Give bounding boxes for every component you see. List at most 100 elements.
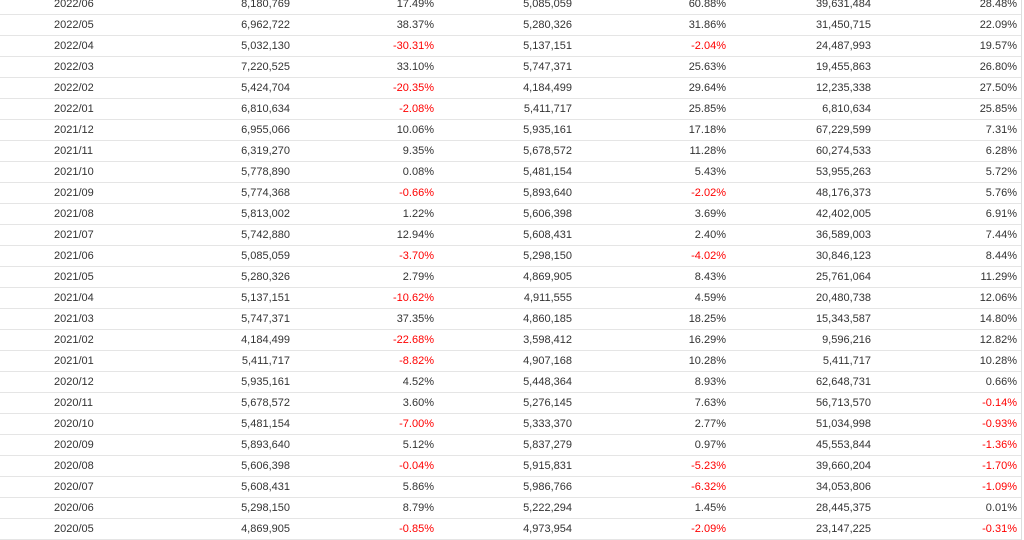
table-row: 2021/04 5,137,151 -10.62% 4,911,555 4.59… [0, 287, 1021, 309]
monthly-revenue-cell: 5,608,431 [138, 476, 295, 498]
monthly-revenue-cell: 5,411,717 [138, 350, 295, 372]
month-over-month-change-cell: 37.35% [295, 308, 441, 330]
month-over-month-change-cell: -30.31% [295, 35, 441, 57]
month-cell: 2021/12 [0, 119, 138, 141]
cumulative-change-cell: 0.01% [878, 497, 1021, 519]
cumulative-change-cell: 7.44% [878, 224, 1021, 246]
cumulative-revenue-cell: 36,589,003 [732, 224, 878, 246]
table-row: 2020/07 5,608,431 5.86% 5,986,766 -6.32%… [0, 476, 1021, 498]
month-over-month-change-cell: 8.79% [295, 497, 441, 519]
cumulative-revenue-cell: 53,955,263 [732, 161, 878, 183]
last-year-revenue-cell: 5,085,059 [441, 0, 586, 15]
year-over-year-change-cell: 31.86% [586, 14, 732, 36]
last-year-revenue-cell: 4,869,905 [441, 266, 586, 288]
cumulative-revenue-cell: 19,455,863 [732, 56, 878, 78]
month-over-month-change-cell: 0.08% [295, 161, 441, 183]
month-over-month-change-cell: 3.60% [295, 392, 441, 414]
cumulative-revenue-cell: 39,660,204 [732, 455, 878, 477]
month-over-month-change-cell: 2.79% [295, 266, 441, 288]
year-over-year-change-cell: 2.77% [586, 413, 732, 435]
monthly-revenue-cell: 5,778,890 [138, 161, 295, 183]
month-cell: 2021/06 [0, 245, 138, 267]
cumulative-change-cell: 0.66% [878, 371, 1021, 393]
table-row: 2020/12 5,935,161 4.52% 5,448,364 8.93% … [0, 371, 1021, 393]
month-cell: 2020/05 [0, 518, 138, 540]
cumulative-revenue-cell: 24,487,993 [732, 35, 878, 57]
month-over-month-change-cell: -0.85% [295, 518, 441, 540]
monthly-revenue-cell: 5,032,130 [138, 35, 295, 57]
table-row: 2022/04 5,032,130 -30.31% 5,137,151 -2.0… [0, 35, 1021, 57]
table-row: 2021/11 6,319,270 9.35% 5,678,572 11.28%… [0, 140, 1021, 162]
month-cell: 2021/11 [0, 140, 138, 162]
cumulative-revenue-cell: 42,402,005 [732, 203, 878, 225]
table-row: 2020/11 5,678,572 3.60% 5,276,145 7.63% … [0, 392, 1021, 414]
last-year-revenue-cell: 5,915,831 [441, 455, 586, 477]
table-row: 2021/03 5,747,371 37.35% 4,860,185 18.25… [0, 308, 1021, 330]
month-over-month-change-cell: 9.35% [295, 140, 441, 162]
cumulative-change-cell: 5.76% [878, 182, 1021, 204]
month-cell: 2021/07 [0, 224, 138, 246]
table-row: 2020/08 5,606,398 -0.04% 5,915,831 -5.23… [0, 455, 1021, 477]
month-over-month-change-cell: -22.68% [295, 329, 441, 351]
cumulative-change-cell: -0.31% [878, 518, 1021, 540]
last-year-revenue-cell: 5,333,370 [441, 413, 586, 435]
monthly-revenue-cell: 5,481,154 [138, 413, 295, 435]
month-cell: 2022/04 [0, 35, 138, 57]
table-row: 2022/03 7,220,525 33.10% 5,747,371 25.63… [0, 56, 1021, 78]
cumulative-revenue-cell: 12,235,338 [732, 77, 878, 99]
cumulative-revenue-cell: 51,034,998 [732, 413, 878, 435]
table-row: 2021/06 5,085,059 -3.70% 5,298,150 -4.02… [0, 245, 1021, 267]
last-year-revenue-cell: 5,448,364 [441, 371, 586, 393]
cumulative-change-cell: 6.28% [878, 140, 1021, 162]
monthly-revenue-cell: 6,810,634 [138, 98, 295, 120]
monthly-revenue-cell: 5,774,368 [138, 182, 295, 204]
year-over-year-change-cell: 7.63% [586, 392, 732, 414]
year-over-year-change-cell: -2.04% [586, 35, 732, 57]
last-year-revenue-cell: 5,222,294 [441, 497, 586, 519]
last-year-revenue-cell: 5,678,572 [441, 140, 586, 162]
cumulative-change-cell: 10.28% [878, 350, 1021, 372]
year-over-year-change-cell: 0.97% [586, 434, 732, 456]
cumulative-change-cell: 12.82% [878, 329, 1021, 351]
month-over-month-change-cell: 5.12% [295, 434, 441, 456]
table-row: 2021/07 5,742,880 12.94% 5,608,431 2.40%… [0, 224, 1021, 246]
month-over-month-change-cell: -2.08% [295, 98, 441, 120]
cumulative-change-cell: 22.09% [878, 14, 1021, 36]
year-over-year-change-cell: -2.09% [586, 518, 732, 540]
monthly-revenue-cell: 5,893,640 [138, 434, 295, 456]
cumulative-revenue-cell: 28,445,375 [732, 497, 878, 519]
table-row: 2022/01 6,810,634 -2.08% 5,411,717 25.85… [0, 98, 1021, 120]
month-over-month-change-cell: 12.94% [295, 224, 441, 246]
table-row: 2021/12 6,955,066 10.06% 5,935,161 17.18… [0, 119, 1021, 141]
cumulative-revenue-cell: 31,450,715 [732, 14, 878, 36]
table-row: 2020/05 4,869,905 -0.85% 4,973,954 -2.09… [0, 518, 1021, 540]
year-over-year-change-cell: 10.28% [586, 350, 732, 372]
table-row: 2020/06 5,298,150 8.79% 5,222,294 1.45% … [0, 497, 1021, 519]
month-over-month-change-cell: 4.52% [295, 371, 441, 393]
cumulative-change-cell: -1.09% [878, 476, 1021, 498]
table-row: 2022/02 5,424,704 -20.35% 4,184,499 29.6… [0, 77, 1021, 99]
cumulative-revenue-cell: 25,761,064 [732, 266, 878, 288]
year-over-year-change-cell: -6.32% [586, 476, 732, 498]
year-over-year-change-cell: 4.59% [586, 287, 732, 309]
year-over-year-change-cell: 3.69% [586, 203, 732, 225]
month-over-month-change-cell: 5.86% [295, 476, 441, 498]
cumulative-revenue-cell: 9,596,216 [732, 329, 878, 351]
last-year-revenue-cell: 4,973,954 [441, 518, 586, 540]
last-year-revenue-cell: 5,837,279 [441, 434, 586, 456]
month-cell: 2020/06 [0, 497, 138, 519]
month-cell: 2021/09 [0, 182, 138, 204]
month-cell: 2021/02 [0, 329, 138, 351]
last-year-revenue-cell: 3,598,412 [441, 329, 586, 351]
cumulative-change-cell: 27.50% [878, 77, 1021, 99]
last-year-revenue-cell: 5,411,717 [441, 98, 586, 120]
month-over-month-change-cell: -10.62% [295, 287, 441, 309]
year-over-year-change-cell: -2.02% [586, 182, 732, 204]
year-over-year-change-cell: 5.43% [586, 161, 732, 183]
monthly-revenue-cell: 5,424,704 [138, 77, 295, 99]
year-over-year-change-cell: 8.43% [586, 266, 732, 288]
cumulative-revenue-cell: 20,480,738 [732, 287, 878, 309]
table-row: 2021/10 5,778,890 0.08% 5,481,154 5.43% … [0, 161, 1021, 183]
month-cell: 2021/08 [0, 203, 138, 225]
month-over-month-change-cell: -3.70% [295, 245, 441, 267]
